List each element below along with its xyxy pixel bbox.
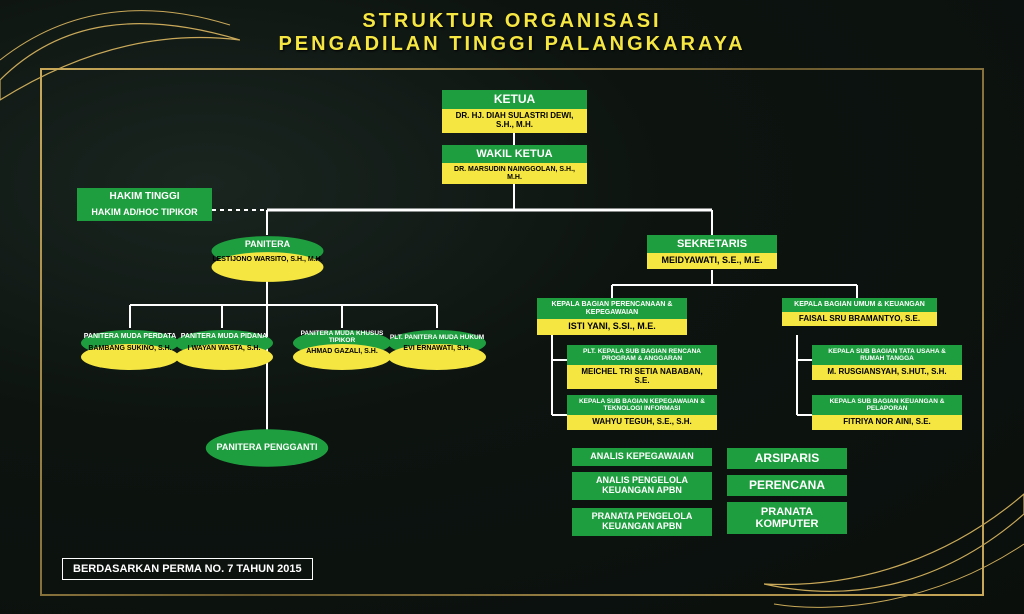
org-chart: KETUA DR. HJ. DIAH SULASTRI DEWI, S.H., …	[42, 70, 982, 594]
node-bagian-0: KEPALA BAGIAN PERENCANAAN & KEPEGAWAIAN …	[537, 298, 687, 335]
node-pm-0: PANITERA MUDA PERDATA BAMBANG SUKINO, S.…	[80, 328, 180, 372]
role-right-1: PERENCANA	[727, 475, 847, 496]
panitera-title: PANITERA	[210, 240, 325, 250]
node-bagian-1: KEPALA BAGIAN UMUM & KEUANGAN FAISAL SRU…	[782, 298, 937, 326]
hakim-name: HAKIM AD/HOC TIPIKOR	[77, 205, 212, 221]
node-panitera: PANITERA LESTIJONO WARSITO, S.H., M.H.	[210, 235, 325, 283]
wakil-name: DR. MARSUDIN NAINGGOLAN, S.H., M.H.	[442, 163, 587, 184]
ketua-title: KETUA	[442, 90, 587, 109]
node-pm-2: PANITERA MUDA KHUSUS TIPIKOR AHMAD GAZAL…	[292, 328, 392, 372]
node-pm-3: PLT. PANITERA MUDA HUKUM EVI ERNAWATI, S…	[387, 328, 487, 372]
role-right-0: ARSIPARIS	[727, 448, 847, 469]
role-left-0: ANALIS KEPEGAWAIAN	[572, 448, 712, 466]
role-left-2: PRANATA PENGELOLA KEUANGAN APBN	[572, 508, 712, 536]
node-sub-3: KEPALA SUB BAGIAN KEUANGAN & PELAPORAN F…	[812, 395, 962, 430]
role-right-2: PRANATA KOMPUTER	[727, 502, 847, 534]
node-panitera-pengganti: PANITERA PENGGANTI	[202, 428, 332, 468]
hakim-title: HAKIM TINGGI	[77, 188, 212, 205]
panitera-name: LESTIJONO WARSITO, S.H., M.H.	[210, 256, 325, 264]
page-title: STRUKTUR ORGANISASI PENGADILAN TINGGI PA…	[0, 0, 1024, 56]
sekretaris-name: MEIDYAWATI, S.E., M.E.	[647, 253, 777, 269]
title-line2: PENGADILAN TINGGI PALANGKARAYA	[0, 33, 1024, 56]
node-wakil: WAKIL KETUA DR. MARSUDIN NAINGGOLAN, S.H…	[442, 145, 587, 184]
wakil-title: WAKIL KETUA	[442, 145, 587, 163]
role-left-1: ANALIS PENGELOLA KEUANGAN APBN	[572, 472, 712, 500]
chart-frame: KETUA DR. HJ. DIAH SULASTRI DEWI, S.H., …	[40, 68, 984, 596]
node-sub-0: PLT. KEPALA SUB BAGIAN RENCANA PROGRAM &…	[567, 345, 717, 389]
node-hakim: HAKIM TINGGI HAKIM AD/HOC TIPIKOR	[77, 188, 212, 221]
title-line1: STRUKTUR ORGANISASI	[0, 10, 1024, 33]
node-pm-1: PANITERA MUDA PIDANA I WAYAN WASTA, S.H.	[174, 328, 274, 372]
node-sekretaris: SEKRETARIS MEIDYAWATI, S.E., M.E.	[647, 235, 777, 269]
sekretaris-title: SEKRETARIS	[647, 235, 777, 253]
node-sub-2: KEPALA SUB BAGIAN TATA USAHA & RUMAH TAN…	[812, 345, 962, 380]
node-ketua: KETUA DR. HJ. DIAH SULASTRI DEWI, S.H., …	[442, 90, 587, 133]
footer-note: BERDASARKAN PERMA NO. 7 TAHUN 2015	[62, 558, 313, 580]
node-sub-1: KEPALA SUB BAGIAN KEPEGAWAIAN & TEKNOLOG…	[567, 395, 717, 430]
ketua-name: DR. HJ. DIAH SULASTRI DEWI, S.H., M.H.	[442, 109, 587, 133]
